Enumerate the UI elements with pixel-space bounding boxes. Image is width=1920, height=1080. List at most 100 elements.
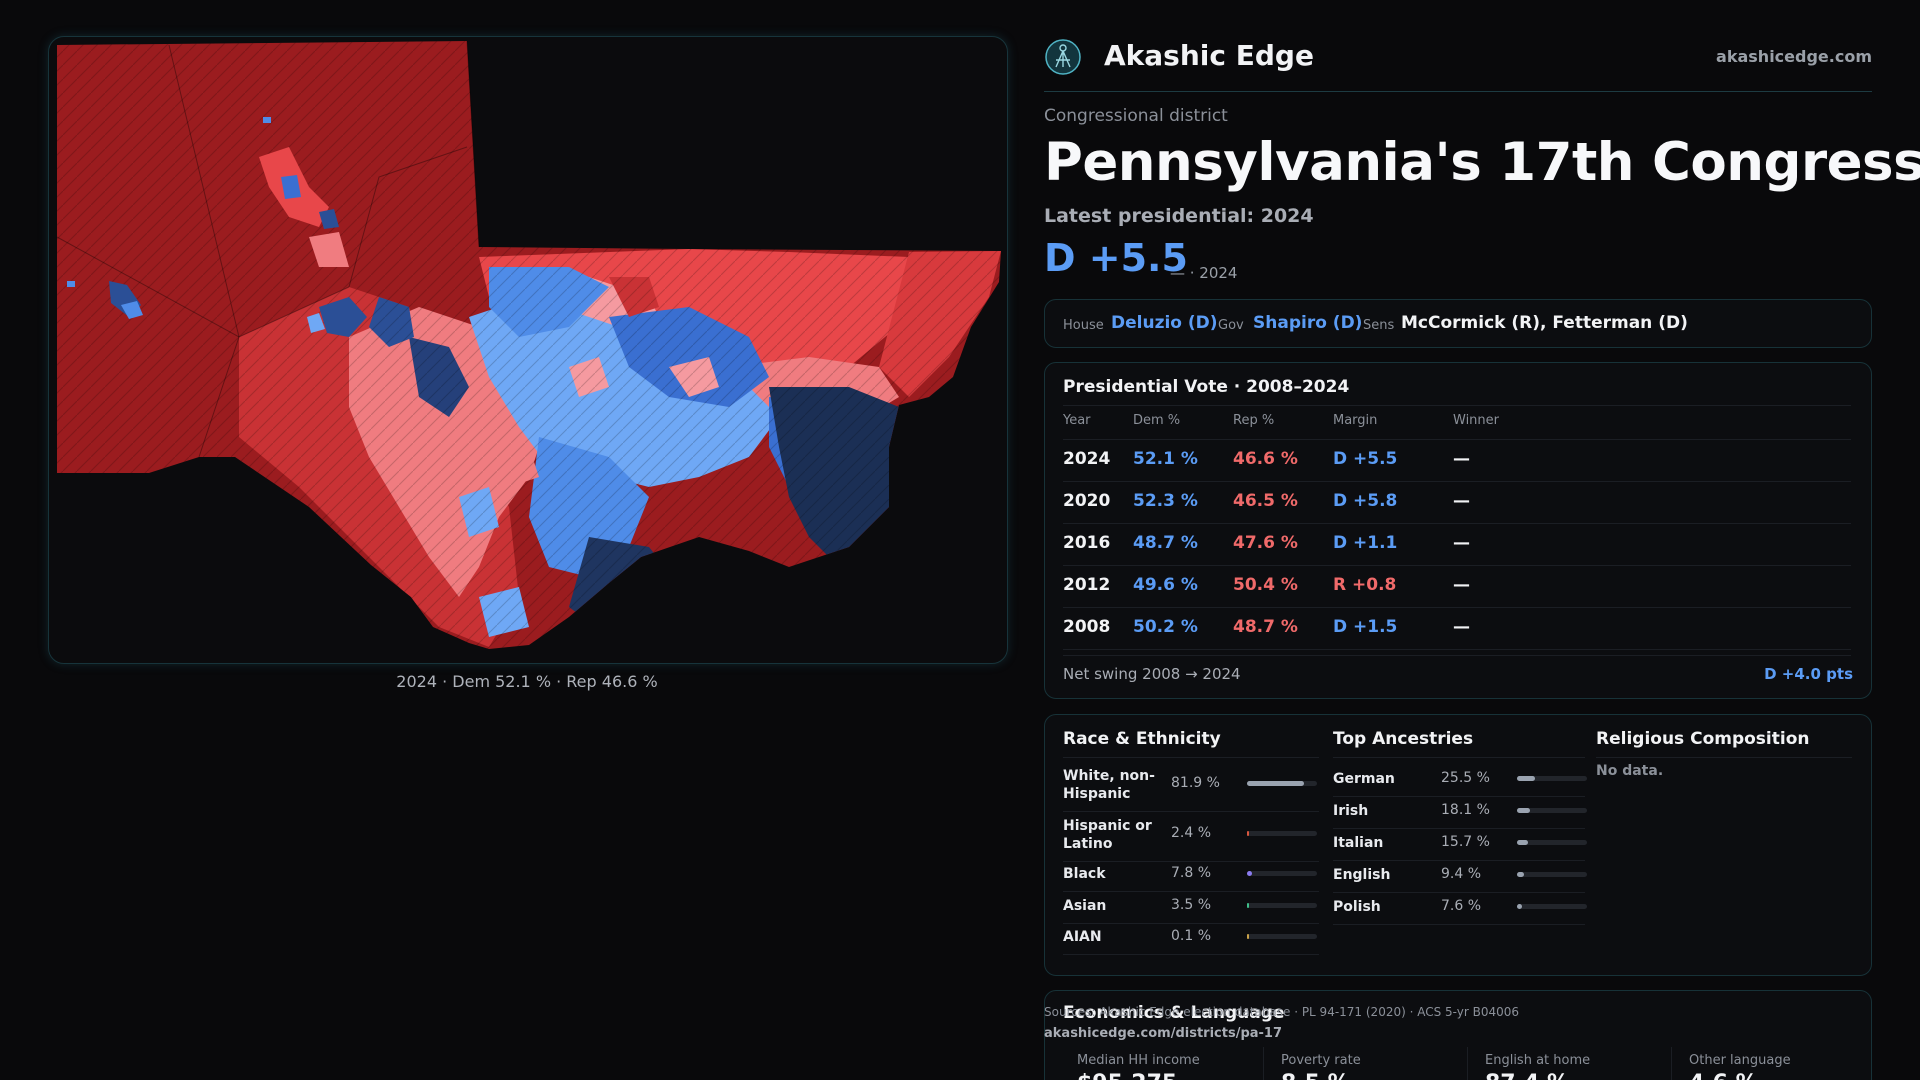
economics-title: Economics & Language — [1063, 1003, 1285, 1023]
row-divider — [1063, 565, 1851, 566]
gov-label: Gov — [1218, 318, 1244, 333]
latest-presidential-label: Latest presidential: 2024 — [1044, 205, 1314, 227]
ancestry-bar-fill — [1517, 808, 1530, 813]
governor-link[interactable]: Shapiro (D) — [1253, 313, 1363, 333]
race-pct: 7.8 % — [1171, 865, 1212, 881]
rep-pct-cell: 50.4 % — [1233, 575, 1298, 595]
race-bar-track — [1247, 831, 1317, 836]
house-member-link[interactable]: Deluzio (D) — [1111, 313, 1218, 333]
row-divider — [1333, 924, 1585, 925]
ancestry-bar-track — [1517, 904, 1587, 909]
race-bar-track — [1247, 781, 1317, 786]
ancestry-bar-fill — [1517, 840, 1528, 845]
ancestry-pct: 15.7 % — [1441, 834, 1490, 850]
ancestry-bar-track — [1517, 808, 1587, 813]
ancestry-bar-fill — [1517, 872, 1524, 877]
race-name: AIAN — [1063, 929, 1102, 945]
religion-divider — [1596, 757, 1852, 758]
ancestry-row: Polish 7.6 % — [1333, 898, 1587, 928]
brand-header: Akashic Edge akashicedge.com — [1044, 36, 1872, 76]
margin-cell: D +1.1 — [1333, 533, 1398, 553]
year-cell: 2016 — [1063, 533, 1111, 553]
source-url-link[interactable]: akashicedge.com/districts/pa-17 — [1044, 1026, 1283, 1041]
race-name: Asian — [1063, 898, 1107, 914]
rep-pct-cell: 47.6 % — [1233, 533, 1298, 553]
net-swing-value: D +4.0 pts — [1764, 665, 1853, 683]
race-pct: 2.4 % — [1171, 825, 1212, 841]
table-row: 2008 50.2 % 48.7 % D +1.5 — — [1045, 609, 1871, 650]
officials-bar: House Deluzio (D) Gov Shapiro (D) Sens M… — [1044, 299, 1872, 348]
english-at-home-label: English at home — [1485, 1053, 1591, 1068]
race-row: Black 7.8 % — [1063, 865, 1319, 901]
ancestry-pct: 9.4 % — [1441, 866, 1482, 882]
district-map[interactable] — [48, 36, 1008, 664]
winner-cell: — — [1453, 449, 1470, 469]
ancestry-bar-track — [1517, 776, 1587, 781]
senators-value: McCormick (R), Fetterman (D) — [1401, 313, 1688, 333]
winner-cell: — — [1453, 533, 1470, 553]
ancestry-row: Irish 18.1 % — [1333, 802, 1587, 832]
ancestry-bar-fill — [1517, 776, 1535, 781]
rep-pct-cell: 48.7 % — [1233, 617, 1298, 637]
race-ethnicity-title: Race & Ethnicity — [1063, 729, 1221, 749]
table-row: 2024 52.1 % 46.6 % D +5.5 — — [1045, 441, 1871, 482]
year-cell: 2024 — [1063, 449, 1111, 469]
footer-divider — [1063, 655, 1851, 656]
race-pct: 81.9 % — [1171, 775, 1220, 791]
winner-cell: — — [1453, 617, 1470, 637]
dem-pct-cell: 49.6 % — [1133, 575, 1198, 595]
poverty-rate-label: Poverty rate — [1281, 1053, 1361, 1068]
ancestry-row: Italian 15.7 % — [1333, 834, 1587, 864]
other-language-value: 4.6 % — [1689, 1071, 1758, 1080]
senators-label: Sens — [1363, 318, 1395, 333]
race-name: White, non-Hispanic — [1063, 768, 1155, 802]
row-divider — [1063, 523, 1851, 524]
religion-no-data: No data. — [1596, 763, 1664, 779]
ancestry-name: Polish — [1333, 899, 1381, 915]
row-divider — [1333, 860, 1585, 861]
race-divider — [1063, 757, 1319, 758]
demographics-card: Race & Ethnicity White, non-Hispanic 81.9… — [1044, 714, 1872, 976]
title-divider — [1063, 405, 1851, 406]
ancestry-pct: 18.1 % — [1441, 802, 1490, 818]
col-header-rep: Rep % — [1233, 413, 1275, 428]
col-header-year: Year — [1063, 413, 1091, 428]
race-pct: 0.1 % — [1171, 928, 1212, 944]
religious-composition-title: Religious Composition — [1596, 729, 1810, 749]
row-divider — [1063, 481, 1851, 482]
race-row: White, non-Hispanic 81.9 % — [1063, 767, 1319, 812]
winner-cell: — — [1453, 491, 1470, 511]
ancestry-pct: 7.6 % — [1441, 898, 1482, 914]
race-bar-track — [1247, 934, 1317, 939]
dem-pct-cell: 50.2 % — [1133, 617, 1198, 637]
ancestry-row: English 9.4 % — [1333, 866, 1587, 896]
row-divider — [1333, 796, 1585, 797]
margin-cell: D +1.5 — [1333, 617, 1398, 637]
ancestry-pct: 25.5 % — [1441, 770, 1490, 786]
dem-pct-cell: 52.1 % — [1133, 449, 1198, 469]
brand-name: Akashic Edge — [1104, 39, 1314, 72]
latest-margin-year: — · 2024 — [1170, 264, 1238, 282]
year-cell: 2020 — [1063, 491, 1111, 511]
winner-cell: — — [1453, 575, 1470, 595]
row-divider — [1063, 861, 1319, 862]
rep-pct-cell: 46.5 % — [1233, 491, 1298, 511]
col-header-winner: Winner — [1453, 413, 1500, 428]
precinct-map-svg[interactable] — [49, 37, 1007, 663]
margin-cell: R +0.8 — [1333, 575, 1397, 595]
row-divider — [1063, 811, 1319, 812]
race-bar-fill — [1247, 903, 1250, 908]
margin-cell: D +5.8 — [1333, 491, 1398, 511]
net-swing-label: Net swing 2008 → 2024 — [1063, 665, 1241, 683]
row-divider — [1063, 649, 1851, 650]
row-divider — [1063, 923, 1319, 924]
akashic-logo-icon — [1045, 39, 1081, 75]
race-name: Hispanic or Latino — [1063, 818, 1152, 852]
race-bar-fill — [1247, 831, 1249, 836]
brand-site-link[interactable]: akashicedge.com — [1716, 47, 1872, 66]
header-divider — [1044, 91, 1872, 92]
ancestry-name: German — [1333, 771, 1395, 787]
page-title: Pennsylvania's 17th Congressional Distri… — [1044, 132, 1920, 193]
row-divider — [1333, 828, 1585, 829]
race-name: Black — [1063, 866, 1106, 882]
